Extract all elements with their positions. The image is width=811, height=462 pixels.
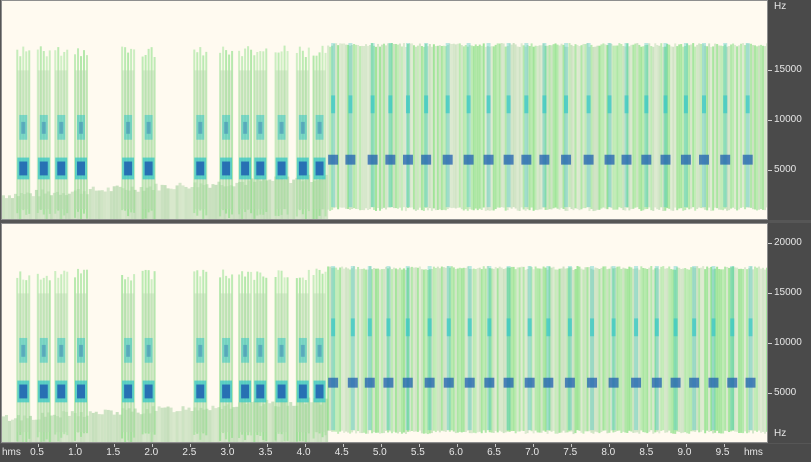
frequency-unit-label: Hz: [774, 1, 787, 12]
frequency-tick-label: 15000: [774, 64, 802, 76]
spectrogram-canvas-1: [2, 43, 767, 219]
time-tick-label: 6.5: [487, 447, 501, 458]
frequency-tick: [768, 343, 772, 345]
time-unit-end: hms: [744, 447, 763, 458]
frequency-tick-label: 5000: [774, 387, 797, 399]
time-tick-label: 3.0: [220, 447, 235, 458]
frequency-axis-1: 15000 10000 5000 Hz: [768, 0, 811, 220]
frequency-tick-label: 5000: [774, 164, 797, 176]
bird-call: [74, 48, 88, 219]
bird-call: [295, 269, 310, 442]
frequency-tick-label: 20000: [774, 237, 802, 249]
frequency-tick-label: 10000: [774, 114, 802, 126]
time-tick: [38, 444, 40, 447]
time-tick-label: 1.5: [106, 447, 121, 458]
time-tick: [685, 444, 687, 447]
time-tick: [723, 444, 725, 447]
bird-call: [16, 46, 31, 219]
frequency-tick-label: 15000: [774, 287, 802, 299]
time-tick: [533, 444, 535, 447]
bird-call: [36, 46, 51, 219]
time-tick-label: 0.5: [30, 447, 44, 458]
time-tick: [266, 444, 268, 447]
time-tick: [418, 444, 420, 447]
bird-call: [274, 270, 289, 441]
bird-call: [312, 268, 327, 439]
bird-call: [219, 269, 234, 442]
bird-call: [16, 271, 31, 442]
time-tick-label: 2.0: [144, 447, 159, 458]
time-tick: [342, 444, 344, 447]
bird-call: [219, 46, 234, 219]
time-tick-label: 1.0: [68, 447, 83, 458]
time-tick: [228, 444, 230, 447]
time-tick-label: 4.5: [334, 447, 349, 458]
bird-call: [312, 45, 327, 219]
spectrogram-channel-2[interactable]: [1, 223, 768, 443]
spectrogram-channel-1[interactable]: [1, 0, 768, 220]
frequency-unit-label: Hz: [774, 428, 787, 439]
bird-call: [238, 271, 253, 441]
time-tick-label: 8.0: [601, 447, 616, 458]
time-tick: [647, 444, 649, 447]
frequency-tick: [768, 293, 772, 295]
time-tick-label: 6.0: [449, 447, 463, 458]
bird-call: [36, 273, 51, 442]
dense-chorus-section: [327, 266, 767, 435]
time-tick-label: 7.0: [525, 447, 540, 458]
frequency-tick: [768, 120, 772, 122]
time-tick-label: 3.5: [258, 447, 273, 458]
time-tick: [457, 444, 458, 447]
bird-call: [141, 269, 156, 442]
bird-call: [54, 47, 69, 219]
frequency-tick: [768, 170, 772, 172]
spectrogram-noise-floor: [2, 174, 329, 219]
time-tick-label: 4.0: [296, 447, 311, 458]
bird-call: [54, 270, 69, 442]
frequency-tick: [768, 393, 772, 395]
bird-call: [253, 271, 268, 442]
bird-call: [295, 46, 310, 219]
time-tick-label: 5.5: [410, 447, 425, 458]
time-tick: [495, 444, 497, 447]
bird-call: [121, 46, 136, 217]
time-tick: [76, 444, 78, 447]
bird-call: [253, 48, 268, 219]
time-tick: [190, 444, 192, 447]
time-tick: [114, 444, 116, 447]
time-tick-label: 9.0: [677, 447, 692, 458]
time-tick-label: 7.5: [563, 447, 578, 458]
time-tick: [571, 444, 573, 447]
time-tick: [380, 444, 382, 447]
bird-call: [238, 46, 253, 219]
bird-call: [274, 45, 289, 217]
time-tick: [304, 444, 306, 447]
bird-call: [193, 47, 208, 219]
bird-call: [74, 268, 88, 441]
frequency-tick: [768, 243, 772, 245]
time-tick-label: 5.0: [372, 447, 387, 458]
frequency-tick-label: 10000: [774, 337, 802, 349]
time-ruler[interactable]: hms hms 0.5 1.0 1.5 2.0 2.5 3.0 3.5 4.0 4.5 5.0 5.…: [0, 444, 811, 462]
frequency-tick: [768, 70, 772, 72]
spectrogram-canvas-2: [2, 266, 767, 442]
dense-chorus-section: [327, 43, 767, 212]
bird-call: [193, 269, 208, 440]
frequency-axis-2: 20000 15000 10000 5000 Hz: [768, 223, 811, 443]
bird-call: [141, 47, 156, 219]
bird-call: [121, 274, 136, 442]
time-tick-label: 8.5: [639, 447, 654, 458]
time-tick-label: 9.5: [715, 447, 730, 458]
time-tick: [152, 444, 154, 447]
time-tick-label: 2.5: [182, 447, 197, 458]
time-tick: [609, 444, 611, 447]
time-unit-start: hms: [2, 447, 21, 458]
